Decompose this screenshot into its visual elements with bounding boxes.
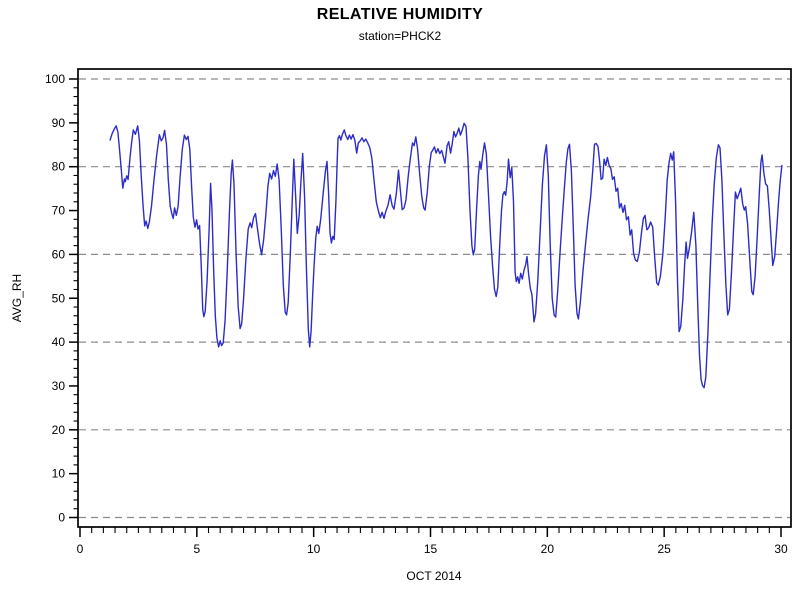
y-tick-label: 100 bbox=[45, 72, 65, 86]
tick-layer: 0 10 20 30 40 50 60 70 80 90 100 0 5 10 15 20 25 30 bbox=[45, 72, 788, 556]
x-tick-label: 5 bbox=[193, 542, 200, 556]
y-tick-label: 90 bbox=[52, 116, 66, 130]
chart-title: RELATIVE HUMIDITY bbox=[316, 6, 484, 23]
y-tick-label: 70 bbox=[52, 204, 66, 218]
x-tick-label: 25 bbox=[657, 542, 671, 556]
y-tick-label: 50 bbox=[52, 291, 66, 305]
chart-subtitle: station=PHCK2 bbox=[358, 29, 442, 43]
grid-layer bbox=[79, 78, 790, 519]
x-tick-label: 30 bbox=[774, 542, 788, 556]
x-tick-label: 0 bbox=[77, 542, 84, 556]
y-tick-label: 30 bbox=[52, 379, 66, 393]
y-tick-label: 0 bbox=[58, 511, 65, 525]
plot-frame bbox=[77, 68, 792, 528]
y-tick-label: 10 bbox=[52, 467, 66, 481]
series-layer bbox=[109, 122, 783, 389]
x-tick-label: 20 bbox=[541, 542, 555, 556]
x-axis-label: OCT 2014 bbox=[406, 569, 461, 583]
y-tick-label: 40 bbox=[52, 335, 66, 349]
x-tick-label: 10 bbox=[307, 542, 321, 556]
y-tick-label: 60 bbox=[52, 247, 66, 261]
x-tick-label: 15 bbox=[424, 542, 438, 556]
series-line-AVG_RH bbox=[109, 122, 783, 389]
y-tick-label: 20 bbox=[52, 423, 66, 437]
y-tick-label: 80 bbox=[52, 160, 66, 174]
y-axis-label: AVG_RH bbox=[10, 274, 24, 322]
